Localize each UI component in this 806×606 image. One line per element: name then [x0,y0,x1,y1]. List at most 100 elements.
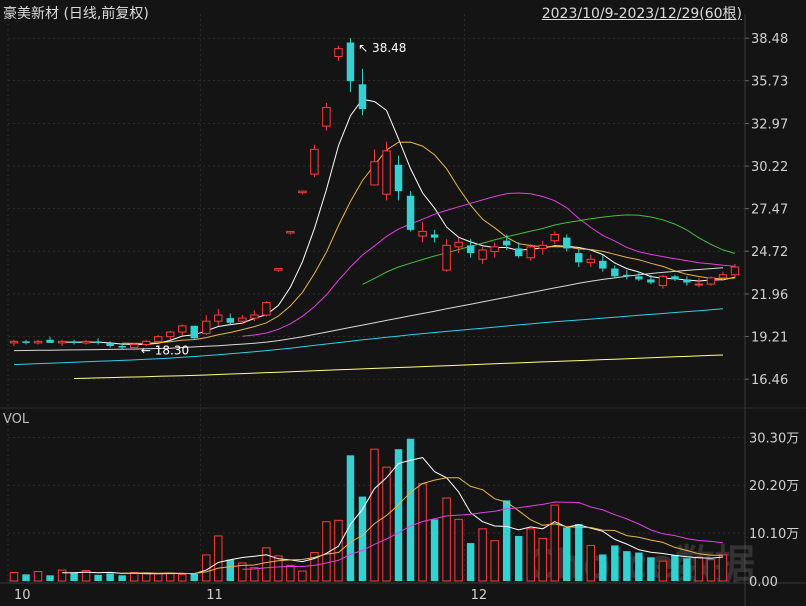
candle-body [70,341,78,343]
price-ma-line-2 [242,192,736,337]
candle-body [466,245,475,254]
volume-bar [33,571,43,582]
min-price-annotation: ← 18.30 [141,344,189,358]
max-price-annotation: ↖ 38.48 [358,41,406,55]
candle-body [490,246,499,253]
volume-bar [370,448,379,582]
volume-bar [466,543,475,581]
candle-body [563,237,571,249]
candle-body [22,341,30,343]
volume-bar [635,552,643,581]
volume-bar [178,573,187,582]
candle-body [550,234,559,242]
volume-bar [118,575,126,581]
price-ma-line-6 [74,354,724,379]
volume-tick-label: 10.10万 [749,527,799,542]
candle-body [202,320,211,335]
price-tick-label: 24.72 [751,245,788,260]
price-tick-label: 16.46 [751,373,788,388]
price-tick-label: 35.73 [751,75,788,90]
price-tick-label: 38.48 [751,32,788,47]
volume-bar [442,497,451,582]
candle-body [346,42,355,82]
candle-body [382,150,391,195]
volume-bar [671,554,679,581]
candle-body [262,302,271,316]
candle-body [671,276,679,280]
volume-tick-label: 30.30万 [749,431,799,446]
volume-bar [334,519,343,582]
volume-bar [358,496,367,581]
candle-body [730,266,740,276]
volume-bar [81,570,91,582]
candle-body [298,190,307,194]
candle-body [9,340,19,344]
volume-bar [658,560,668,582]
volume-bar [683,558,691,581]
x-tick-label: 11 [206,588,223,603]
candle-body [358,84,367,110]
volume-bar [538,537,547,582]
volume-bar [298,570,307,582]
volume-ma-line-1 [122,477,724,575]
volume-bar [586,544,596,582]
candle-body [706,277,716,285]
volume-bar [214,535,223,582]
candle-body [611,268,619,277]
candle-body [658,275,668,287]
candle-body [238,317,247,322]
volume-bar [310,552,319,582]
candle-body [214,314,223,322]
candle-body [165,331,175,338]
volume-bar [129,571,139,582]
volume-bar [490,540,499,582]
candle-body [575,253,583,263]
price-ma-line-5 [13,308,724,366]
candle-body [394,164,403,192]
volume-bar [394,449,403,581]
volume-bar [106,573,114,581]
candle-body [178,325,187,333]
candle-body [250,314,259,319]
candle-body [526,246,535,259]
price-tick-label: 27.47 [751,203,788,218]
volume-bar [57,569,67,582]
volume-bar [406,438,415,581]
candle-body [46,339,54,343]
candle-body [538,244,547,249]
volume-bar [238,562,247,582]
candle-body [430,234,439,238]
candle-body [81,340,91,344]
candle-body [57,340,67,344]
candle-body [683,279,691,283]
volume-bar [70,572,78,581]
candle-body [647,279,655,283]
volume-bar [430,519,439,581]
candle-body [599,260,607,269]
volume-bar [718,554,728,582]
volume-bar [478,528,487,582]
volume-bar [250,567,259,582]
volume-bar [22,574,30,581]
volume-bar [153,573,163,582]
volume-bar [706,559,716,582]
volume-bar [502,500,511,581]
volume-bar [550,504,559,582]
volume-bar [94,574,102,581]
volume-bar [190,573,198,581]
volume-bar [262,547,271,582]
candle-body [514,248,523,257]
price-ma-line-3 [362,214,736,285]
candle-body [635,276,643,280]
date-range[interactable]: 2023/10/9-2023/12/29(60根) [541,6,742,22]
candle-body [141,340,151,345]
x-tick-label: 10 [14,588,31,603]
candle-body [274,268,283,271]
volume-bar [575,524,583,581]
candle-body [406,195,415,230]
volume-bar [599,554,607,581]
volume-bar [454,518,463,582]
candle-body [694,283,704,286]
volume-bar [165,572,175,582]
